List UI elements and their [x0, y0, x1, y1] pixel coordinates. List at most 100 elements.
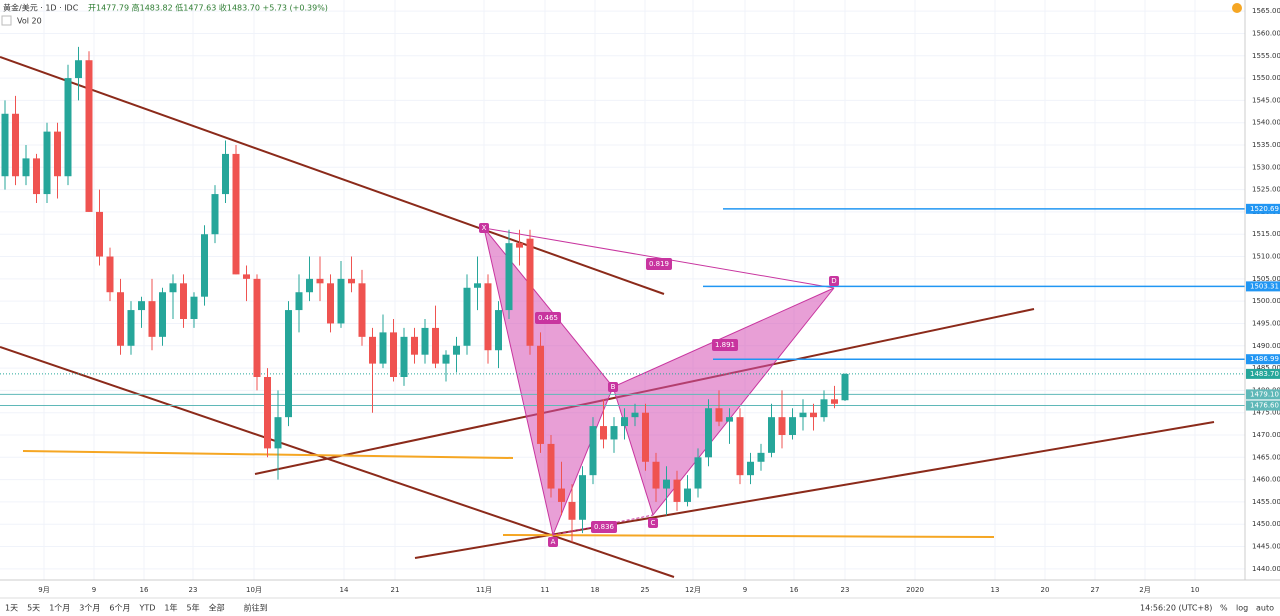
drawings	[0, 56, 1215, 578]
candle-body	[274, 417, 282, 449]
candle-body	[589, 426, 597, 476]
ohlc: 开1477.79 高1483.82 低1477.63 收1483.70 +5.7…	[88, 3, 328, 13]
range-button[interactable]: 1个月	[49, 604, 70, 613]
candle-body	[484, 283, 492, 351]
percent-toggle[interactable]: %	[1220, 604, 1228, 613]
y-tick-label: 1545.00	[1252, 96, 1280, 104]
x-tick-label: 9	[92, 586, 96, 594]
y-tick-label: 1465.00	[1252, 453, 1280, 461]
range-button[interactable]: 5天	[27, 604, 40, 613]
candles	[1, 46, 849, 543]
y-tick-label: 1485.00	[1252, 364, 1280, 372]
price-tag	[1246, 281, 1280, 292]
y-tick-label: 1550.00	[1252, 74, 1280, 82]
price-tag-label: 1503.31	[1250, 282, 1279, 290]
candle-body	[106, 256, 114, 293]
toolbar-items: 1天 5天 1个月 3个月 6个月 YTD 1年 5年 全部 前往到 14:56:20 (UTC+8…	[5, 603, 1274, 613]
candle-body	[316, 278, 324, 284]
y-tick-label: 1560.00	[1252, 29, 1280, 37]
range-button[interactable]: 3个月	[79, 604, 100, 613]
x-tick-label: 27	[1091, 586, 1100, 594]
candle-body	[169, 283, 177, 293]
candle-body	[159, 292, 166, 337]
pattern-point-box	[829, 276, 839, 286]
candle-body	[652, 461, 660, 489]
x-tick-label: 9	[743, 586, 747, 594]
y-tick-label: 1440.00	[1252, 565, 1280, 573]
candle-body	[558, 488, 565, 502]
price-tag	[1246, 354, 1280, 365]
x-tick-label: 14	[340, 586, 349, 594]
price-tag-label: 1479.10	[1250, 390, 1279, 398]
candle-body	[190, 296, 198, 319]
x-tick-label: 21	[391, 586, 400, 594]
candle-body	[453, 345, 460, 355]
price-tag-label: 1483.70	[1250, 370, 1279, 378]
y-tick-label: 1445.00	[1252, 543, 1280, 551]
price-tag-label: 1520.69	[1250, 205, 1279, 213]
candle-body	[778, 417, 786, 435]
pattern-ratio: 0.819	[649, 260, 669, 268]
price-tag	[1246, 389, 1280, 400]
levels	[0, 208, 1245, 407]
candle-body	[421, 327, 429, 355]
log-toggle[interactable]: log	[1236, 604, 1248, 613]
auto-toggle[interactable]: auto	[1256, 604, 1274, 613]
y-tick-label: 1455.00	[1252, 498, 1280, 506]
pattern-bcd	[612, 287, 835, 517]
pattern-point: A	[551, 538, 556, 546]
y-tick-label: 1495.00	[1252, 319, 1280, 327]
ratio-box	[646, 258, 672, 270]
candle-body	[306, 278, 313, 293]
y-tick-label: 1505.00	[1252, 275, 1280, 283]
x-tick-label: 11月	[476, 586, 492, 594]
candle-body	[33, 158, 40, 195]
alert-icon[interactable]	[1232, 3, 1242, 13]
candle-body	[43, 131, 51, 195]
clock: 14:56:20 (UTC+8)	[1140, 604, 1212, 613]
range-button[interactable]: 5年	[187, 603, 200, 613]
x-tick-label: 20	[1041, 586, 1050, 594]
ratio-box	[712, 339, 738, 351]
y-tick-label: 1470.00	[1252, 431, 1280, 439]
range-button[interactable]: YTD	[138, 604, 155, 613]
candle-body	[127, 310, 135, 346]
candle-body	[348, 278, 355, 284]
pattern-point-box	[548, 537, 558, 547]
trend-line	[0, 346, 675, 578]
candle-body	[810, 412, 817, 418]
x-tick-label: 2月	[1139, 586, 1150, 594]
candle-body	[295, 292, 303, 311]
pattern-point-box	[479, 223, 489, 233]
price-tag	[1246, 400, 1280, 411]
range-button[interactable]: 6个月	[109, 604, 130, 613]
pattern-point: B	[611, 383, 616, 391]
candle-body	[253, 278, 261, 377]
range-button[interactable]: 全部	[209, 603, 225, 613]
y-tick-label: 1535.00	[1252, 141, 1280, 149]
collapse-button[interactable]	[1, 15, 12, 26]
pattern-ratio: 0.465	[538, 314, 558, 322]
candle-body	[96, 211, 103, 257]
candle-body	[85, 60, 93, 212]
candle-body	[831, 399, 838, 404]
x-tick-label: 11	[541, 586, 550, 594]
candle-body	[694, 457, 702, 489]
support-line	[502, 534, 995, 538]
y-tick-label: 1515.00	[1252, 230, 1280, 238]
x-tick-label: 9月	[38, 586, 49, 594]
range-button[interactable]: 1年	[164, 603, 177, 613]
candle-body	[516, 243, 523, 248]
goto-button[interactable]: 前往到	[244, 603, 268, 613]
candle-body	[243, 274, 250, 279]
pattern-labels: X A B C D 0.819 0.465 1.891 0.836	[479, 223, 839, 547]
ratio-box	[591, 521, 617, 533]
candle-body	[222, 153, 229, 195]
price-tag	[1246, 203, 1280, 214]
candle-body	[400, 336, 408, 377]
pattern-point: C	[651, 519, 656, 527]
range-button[interactable]: 1天	[5, 604, 18, 613]
candle-body	[264, 377, 271, 449]
